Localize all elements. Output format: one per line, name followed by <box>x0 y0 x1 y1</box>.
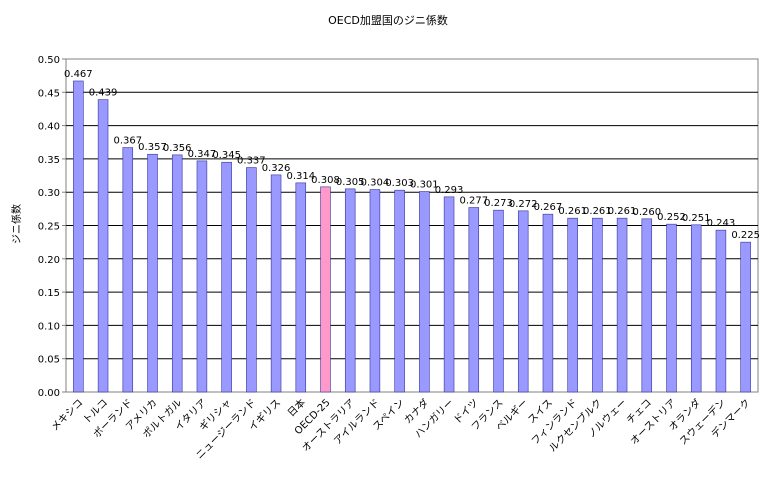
bar <box>344 188 356 393</box>
bar <box>666 223 677 393</box>
data-label: 0.345 <box>212 150 241 161</box>
data-label: 0.337 <box>237 156 266 167</box>
data-label: 0.367 <box>113 136 142 147</box>
bar <box>690 224 702 393</box>
data-label: 0.357 <box>138 142 167 153</box>
data-labels: 0.467 0.439 0.3670.3570.3560.3470.3450.337… <box>64 69 760 241</box>
data-label: 0.251 <box>682 213 711 224</box>
data-label: 0.225 <box>731 230 760 241</box>
data-label: 0.243 <box>707 218 736 229</box>
bar <box>369 189 381 393</box>
chart-title: OECD加盟国のジニ係数 <box>328 14 448 27</box>
bar <box>567 217 578 393</box>
category-label: 日本 <box>285 396 308 419</box>
bar <box>468 207 480 393</box>
data-label: 0.314 <box>286 171 315 182</box>
category-label: メキシコ <box>49 397 85 433</box>
y-tick-label: 0.10 <box>38 321 60 332</box>
data-label: 0.261 <box>558 206 587 217</box>
bar <box>320 186 331 393</box>
data-label: 0.261 <box>608 206 637 217</box>
data-label: 0.301 <box>410 180 439 191</box>
bar <box>517 210 529 393</box>
y-tick-label: 0.30 <box>38 188 60 199</box>
data-label: 0.347 <box>188 149 217 160</box>
bar <box>419 191 430 393</box>
data-label: 0.356 <box>163 143 192 154</box>
y-tick-label: 0.35 <box>38 155 60 166</box>
bar <box>715 229 727 393</box>
data-label: 0.304 <box>361 178 390 189</box>
data-label: 0.277 <box>459 196 488 207</box>
data-label: 0.308 <box>311 175 340 186</box>
bar <box>73 80 84 393</box>
bar <box>221 161 232 393</box>
bars <box>73 80 751 393</box>
bar <box>295 182 307 393</box>
data-label: 0.260 <box>632 207 661 218</box>
bar <box>542 213 554 393</box>
data-label: 0.272 <box>509 199 538 210</box>
data-label: 0.439 <box>89 88 118 99</box>
bar <box>196 160 208 393</box>
data-label: 0.261 <box>583 206 612 217</box>
y-tick-label: 0.50 <box>38 55 60 66</box>
bar <box>493 209 504 393</box>
data-label: 0.273 <box>484 198 513 209</box>
y-tick-label: 0.20 <box>38 255 60 266</box>
bar <box>171 154 183 393</box>
bar <box>270 174 282 393</box>
y-tick-label: 0.45 <box>38 88 60 99</box>
data-label: 0.267 <box>534 202 563 213</box>
y-tick-label: 0.05 <box>38 355 60 366</box>
data-label: 0.303 <box>385 178 414 189</box>
bar <box>246 167 257 393</box>
y-tick-label: 0.40 <box>38 122 60 133</box>
bar <box>740 241 751 393</box>
y-tick-label: 0.25 <box>38 222 60 233</box>
bar <box>443 196 455 393</box>
data-label: 0.305 <box>336 177 365 188</box>
y-tick-label: 0.00 <box>38 388 60 399</box>
category-labels: メキシコトルコポーランドアメリカポルトガルイタリアギリシャニュージーランドイギリ… <box>49 396 752 462</box>
data-label: 0.467 <box>64 69 93 80</box>
bar <box>147 153 158 393</box>
bar <box>97 99 109 393</box>
data-label: 0.326 <box>262 163 291 174</box>
bar <box>616 217 628 393</box>
data-label: 0.252 <box>657 212 686 223</box>
bar <box>592 217 603 393</box>
y-tick-labels: 0.00 0.05 0.10 0.15 0.20 0.25 0.30 0.35 0.40 0.45… <box>38 55 60 399</box>
y-tick-label: 0.15 <box>38 288 60 299</box>
bar <box>641 218 653 393</box>
bar <box>122 147 134 393</box>
bar <box>394 189 405 393</box>
data-label: 0.293 <box>435 185 464 196</box>
y-axis-label: ジニ係数 <box>10 204 23 244</box>
